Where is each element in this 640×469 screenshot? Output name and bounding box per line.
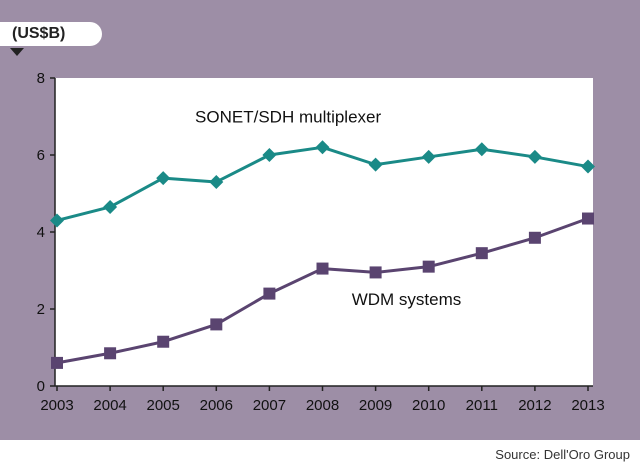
wdm-data-point — [475, 247, 488, 260]
sonet-sdh-series-label: SONET/SDH multiplexer — [195, 107, 381, 126]
sonet-sdh-data-point — [156, 171, 171, 186]
x-tick-label: 2011 — [466, 397, 498, 414]
sonet-sdh-data-point — [527, 149, 542, 164]
x-tick-label: 2009 — [359, 397, 392, 414]
sonet-sdh-data-point — [368, 157, 383, 172]
plot-area — [55, 78, 593, 386]
sonet-sdh-data-point — [421, 149, 436, 164]
sonet-sdh-data-point — [103, 199, 118, 214]
y-tick-label: 6 — [37, 147, 45, 164]
wdm-data-point — [263, 287, 276, 300]
x-tick-label: 2004 — [93, 397, 126, 414]
x-tick-label: 2013 — [571, 397, 604, 414]
x-tick-label: 2012 — [518, 397, 551, 414]
wdm-data-point — [157, 335, 170, 348]
chart-card: (US$B) 0 2 4 6 8 2003 2004 2005 2006 2007 2008 2009… — [0, 0, 640, 440]
y-axis-unit-label: (US$B) — [0, 22, 102, 46]
sonet-sdh-data-point — [474, 142, 489, 157]
line-chart: 0 2 4 6 8 2003 2004 2005 2006 2007 2008 2009 2010 201… — [10, 48, 605, 414]
unit-arrow-icon — [10, 48, 24, 56]
wdm-data-point — [369, 266, 382, 279]
wdm-data-point — [51, 356, 63, 369]
wdm-data-point — [210, 318, 223, 331]
y-tick-label: 2 — [37, 301, 45, 318]
sonet-sdh-data-point — [581, 159, 595, 174]
wdm-data-point — [104, 347, 117, 360]
y-tick-label: 4 — [37, 224, 45, 241]
sonet-sdh-data-point — [209, 174, 224, 189]
wdm-data-point — [582, 212, 594, 225]
x-tick-label: 2006 — [200, 397, 233, 414]
wdm-series-label: WDM systems — [352, 290, 462, 309]
x-tick-label: 2005 — [147, 397, 180, 414]
x-tick-label: 2007 — [253, 397, 286, 414]
wdm-data-point — [528, 231, 541, 244]
x-tick-label: 2003 — [40, 397, 73, 414]
y-tick-label: 8 — [37, 70, 45, 87]
sonet-sdh-data-point — [262, 148, 277, 162]
x-tick-label: 2010 — [412, 397, 445, 414]
wdm-data-point — [422, 260, 435, 273]
sonet-sdh-data-point — [315, 140, 330, 155]
wdm-data-point — [316, 262, 329, 275]
sonet-sdh-data-point — [50, 213, 64, 228]
source-note: Source: Dell'Oro Group — [495, 447, 630, 462]
y-tick-label: 0 — [37, 378, 45, 395]
x-tick-label: 2008 — [306, 397, 339, 414]
